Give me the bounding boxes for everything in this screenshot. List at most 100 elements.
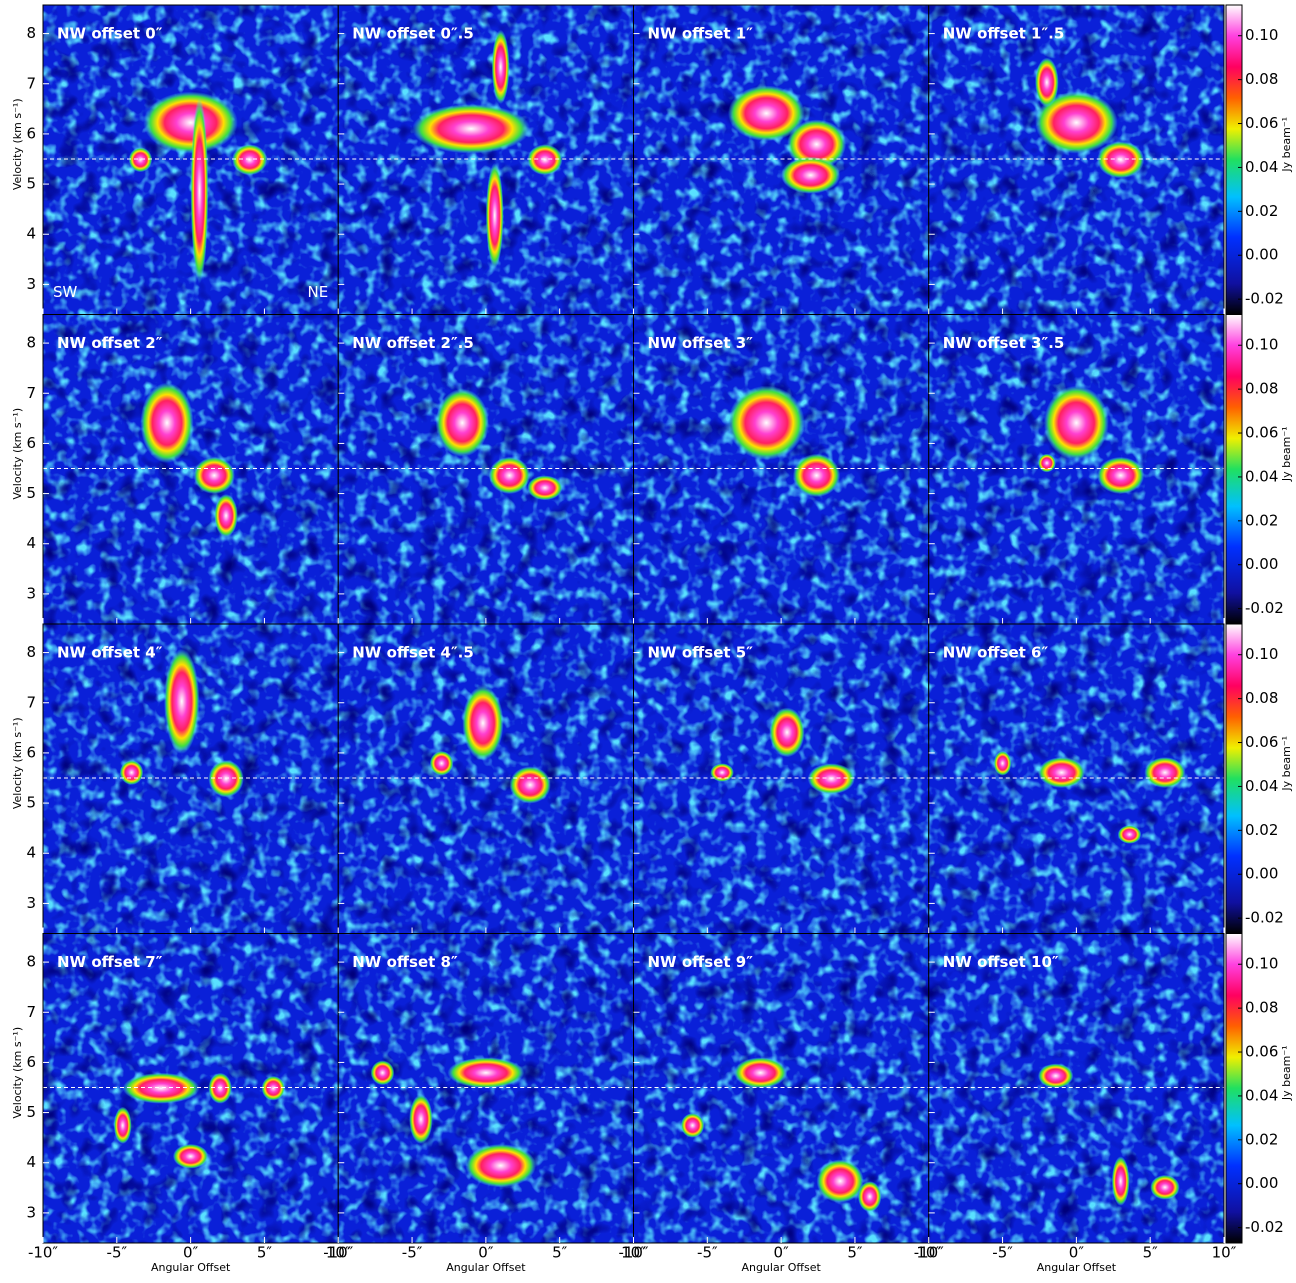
- y-tick-label: 8: [26, 334, 36, 352]
- y-axis-label: Velocity (km s⁻¹): [11, 98, 24, 190]
- colorbar: [1225, 314, 1243, 625]
- colorbar-tick-label: 0.04: [1245, 158, 1278, 176]
- x-axis-label: Angular Offset: [741, 1261, 821, 1274]
- noise-dark: [928, 314, 1224, 624]
- x-tick-label: 5″: [847, 1244, 863, 1262]
- emission: [435, 388, 489, 457]
- emission: [462, 685, 504, 761]
- noise-dark: [633, 314, 929, 624]
- colorbar-tick-label: 0.00: [1245, 1174, 1278, 1192]
- colorbar-tick-label: 0.02: [1245, 511, 1278, 529]
- emission: [857, 1181, 882, 1213]
- y-tick-label: 4: [26, 534, 36, 552]
- y-tick-label: 6: [26, 434, 36, 452]
- colorbar-tick-label: 0.06: [1245, 733, 1278, 751]
- colorbar-tick-label: 0.00: [1245, 865, 1278, 883]
- panel: NW offset 9″ -10″ -5″ 0″ 5″ 10″ Angular Offset: [618, 933, 941, 1274]
- x-tick-label: 5″: [1143, 1244, 1159, 1262]
- emission: [231, 144, 268, 176]
- x-tick-label: 0″: [774, 1244, 790, 1262]
- x-tick-label: -5″: [697, 1244, 718, 1262]
- colorbar-tick-label: 0.08: [1245, 999, 1278, 1017]
- noise-dark: [43, 314, 339, 624]
- panel-title: NW offset 6″: [943, 644, 1049, 662]
- panel: NW offset 6″ -0.02 0.00 0.02 0.04 0.06 0.08 0.1…: [928, 623, 1293, 934]
- panel-title: NW offset 2″: [57, 334, 163, 352]
- y-tick-label: 5: [26, 794, 36, 812]
- panel: NW offset 8″ -10″ -5″ 0″ 5″ 10″ Angular Offset: [323, 933, 646, 1274]
- emission: [816, 1159, 864, 1203]
- panel-title: NW offset 3″: [648, 334, 754, 352]
- panel-title: NW offset 10″: [943, 953, 1059, 971]
- colorbar-tick-label: 0.02: [1245, 202, 1278, 220]
- noise-dark: [338, 314, 634, 624]
- emission: [733, 1057, 788, 1089]
- colorbar-tick-label: 0.10: [1245, 26, 1278, 44]
- x-tick-label: 10″: [621, 1244, 646, 1262]
- panel: NW offset 7″ 3 4 5 6 7 8 -10″ -5″ 0″ 5″ 10″ Angular …: [11, 933, 351, 1274]
- colorbar-tick-label: 0.06: [1245, 1043, 1278, 1061]
- colorbar-tick-label: 0.10: [1245, 645, 1278, 663]
- emission: [208, 760, 244, 798]
- panel-title: NW offset 3″.5: [943, 334, 1065, 352]
- colorbar: [1225, 623, 1243, 934]
- x-axis-label: Angular Offset: [446, 1261, 526, 1274]
- emission: [370, 1060, 395, 1086]
- y-tick-label: 5: [26, 484, 36, 502]
- noise-dark: [633, 5, 929, 315]
- colorbar-tick-label: 0.04: [1245, 1086, 1278, 1104]
- y-tick-label: 8: [26, 643, 36, 661]
- noise-dark: [928, 933, 1224, 1243]
- emission: [164, 648, 200, 754]
- panel: NW offset 3″: [633, 314, 930, 625]
- emission: [122, 1072, 200, 1104]
- colorbar-tick-label: 0.10: [1245, 955, 1278, 973]
- colorbar-tick-label: 0.08: [1245, 689, 1278, 707]
- y-tick-label: 6: [26, 743, 36, 761]
- panel-title: NW offset 0″: [57, 25, 163, 43]
- x-axis-label: Angular Offset: [1037, 1261, 1117, 1274]
- panel: NW offset 0″ 3 4 5 6 7 8 Velocity (km s⁻¹) SW NE: [11, 4, 339, 315]
- emission: [781, 156, 841, 194]
- panel-title: NW offset 4″: [57, 644, 163, 662]
- colorbar-tick-label: 0.00: [1245, 246, 1278, 264]
- panel: NW offset 2″.5: [337, 314, 634, 625]
- y-tick-label: 7: [26, 693, 36, 711]
- x-tick-label: 0″: [1069, 1244, 1085, 1262]
- emission: [727, 385, 805, 460]
- y-tick-label: 6: [26, 1053, 36, 1071]
- x-tick-label: -5″: [402, 1244, 423, 1262]
- emission: [1043, 385, 1109, 460]
- noise-dark: [338, 5, 634, 315]
- emission: [140, 382, 194, 464]
- emission: [1035, 91, 1118, 154]
- emission: [113, 1106, 132, 1144]
- x-tick-label: 10″: [916, 1244, 941, 1262]
- emission: [1097, 141, 1145, 179]
- colorbar-label: Jy beam⁻¹: [1280, 117, 1293, 173]
- x-tick-label: -5″: [107, 1244, 128, 1262]
- emission: [119, 760, 144, 785]
- emission: [1097, 456, 1145, 495]
- y-tick-label: 3: [26, 275, 36, 293]
- emission: [193, 456, 235, 495]
- emission: [1037, 453, 1056, 473]
- panel-title: NW offset 9″: [648, 953, 754, 971]
- colorbar-tick-label: 0.04: [1245, 467, 1278, 485]
- panel: NW offset 3″.5 -0.02 0.00 0.02 0.04 0.06 0.08 0…: [928, 314, 1293, 625]
- emission: [787, 119, 847, 170]
- emission: [1037, 757, 1086, 789]
- noise-dark: [633, 624, 929, 934]
- x-tick-label: 5″: [552, 1244, 568, 1262]
- x-tick-label: 0″: [478, 1244, 494, 1262]
- panel-title: NW offset 0″.5: [352, 25, 474, 43]
- noise-dark: [338, 624, 634, 934]
- x-tick-label: -5″: [992, 1244, 1013, 1262]
- panel: NW offset 10″ -10″ -5″ 0″ 5″ 10″ Angular Offse…: [914, 933, 1293, 1274]
- y-tick-label: 7: [26, 74, 36, 92]
- y-tick-label: 6: [26, 124, 36, 142]
- emission: [465, 1143, 537, 1188]
- emission: [1150, 1174, 1180, 1200]
- x-axis-label: Angular Offset: [151, 1261, 231, 1274]
